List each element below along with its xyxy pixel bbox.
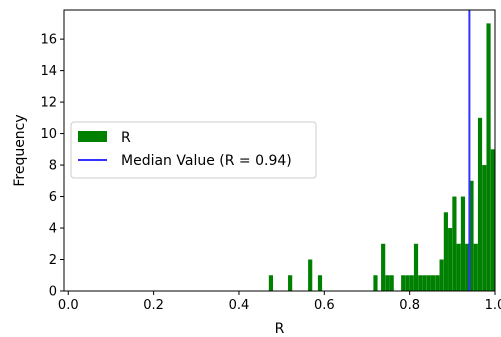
histogram-bar (405, 275, 410, 291)
histogram-bar (477, 117, 483, 291)
histogram-bar (448, 228, 453, 291)
histogram-bar (389, 275, 394, 291)
y-tick-label: 0 (49, 285, 57, 300)
x-tick-label: 0.2 (143, 298, 164, 313)
histogram-bar (435, 275, 440, 291)
y-tick-label: 10 (40, 127, 57, 142)
x-tick-label: 0.4 (229, 298, 250, 313)
histogram-bar (439, 259, 444, 291)
legend-box (70, 121, 317, 179)
histogram-bar (385, 275, 390, 291)
histogram-bar (401, 275, 406, 291)
x-tick-label: 0.6 (314, 298, 335, 313)
y-axis: 0 2 4 6 8 10 12 14 16 (40, 33, 64, 300)
y-tick-label: 14 (40, 64, 57, 79)
histogram-bar (460, 196, 466, 291)
histogram-bar (373, 275, 378, 291)
histogram-bar (430, 275, 436, 291)
histogram-bar (473, 243, 478, 291)
histogram-bar (418, 275, 423, 291)
histogram-bar (486, 23, 491, 292)
histogram-bar (409, 275, 414, 291)
y-axis-title: Frequency (12, 114, 28, 186)
legend: R Median Value (R = 0.94) (70, 121, 317, 179)
y-tick-label: 2 (49, 253, 57, 268)
plot-frame (63, 9, 496, 292)
x-axis: 0.0 0.2 0.4 0.6 0.8 1.0 (58, 291, 501, 313)
legend-swatch-r (78, 131, 107, 142)
histogram-bar (482, 165, 487, 291)
x-tick-label: 0.0 (58, 298, 79, 313)
histogram-bar (308, 259, 313, 291)
histogram-bars (268, 23, 495, 292)
histogram-bar (443, 212, 448, 291)
y-tick-label: 12 (40, 96, 57, 111)
histogram-bar (490, 149, 495, 291)
histogram-bar (456, 243, 461, 291)
histogram-bar (422, 275, 427, 291)
legend-label-r: R (121, 130, 131, 146)
y-tick-label: 6 (49, 190, 57, 205)
y-tick-label: 4 (49, 222, 57, 237)
histogram-bar (288, 275, 293, 291)
histogram-bar (452, 196, 457, 291)
histogram-bar (469, 180, 474, 291)
histogram-bar (426, 275, 431, 291)
histogram-bar (381, 243, 386, 291)
histogram-bar (413, 243, 419, 291)
legend-label-median: Median Value (R = 0.94) (121, 153, 292, 169)
x-tick-label: 0.8 (399, 298, 420, 313)
x-tick-label: 1.0 (485, 298, 501, 313)
histogram-bar (465, 243, 470, 291)
histogram-bar (317, 275, 323, 291)
y-tick-label: 8 (49, 159, 57, 174)
y-tick-label: 16 (40, 33, 57, 48)
x-axis-title: R (275, 321, 285, 337)
histogram-bar (268, 275, 274, 291)
